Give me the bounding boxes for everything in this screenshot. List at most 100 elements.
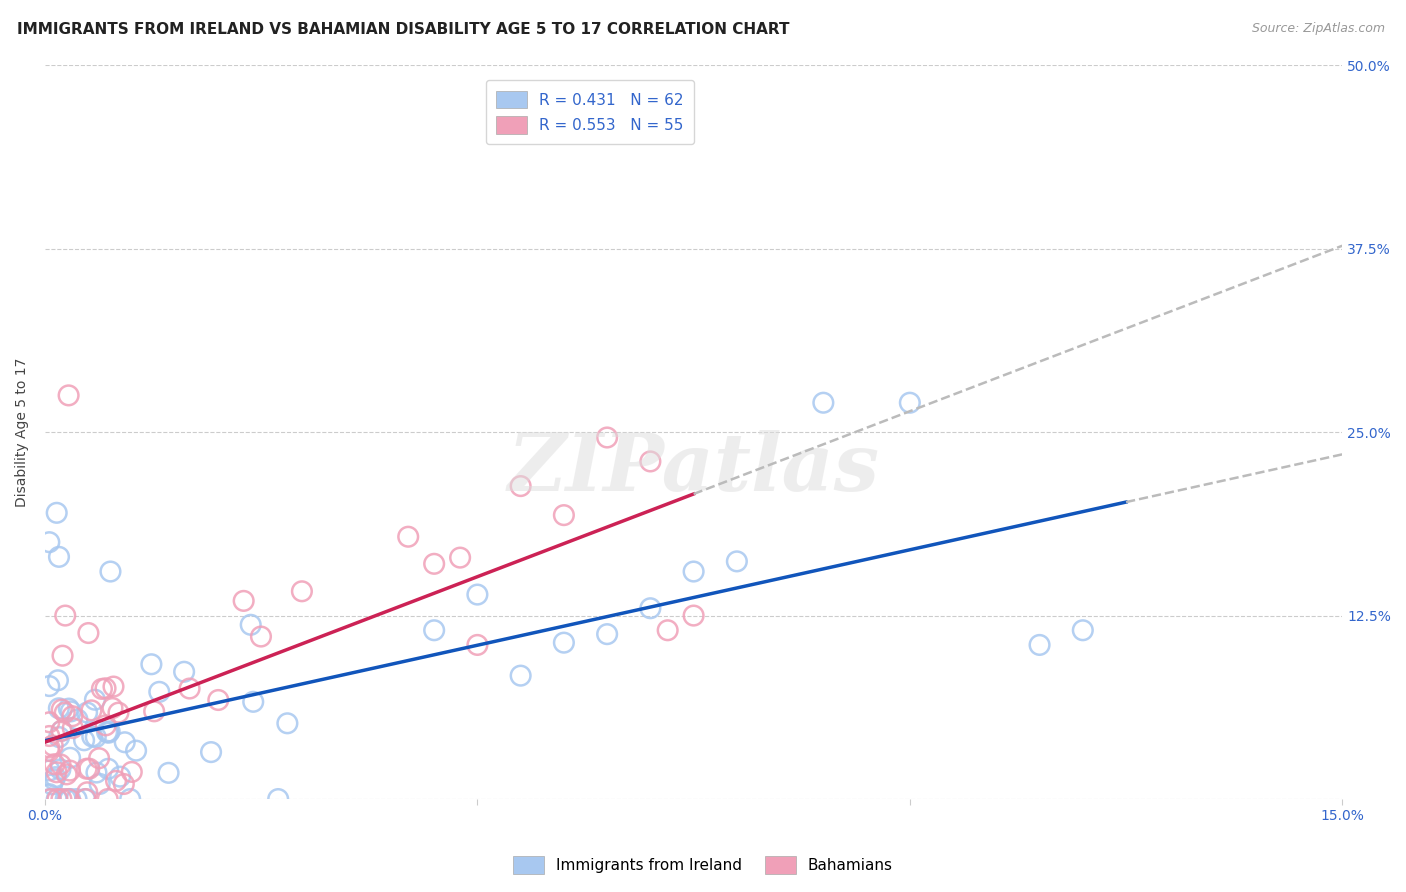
Point bbox=[232, 594, 254, 608]
Point bbox=[725, 554, 748, 568]
Point bbox=[89, 777, 111, 791]
Point bbox=[77, 762, 100, 776]
Point bbox=[76, 706, 98, 720]
Point bbox=[59, 792, 82, 806]
Point bbox=[682, 608, 704, 623]
Point bbox=[657, 624, 679, 638]
Point bbox=[449, 550, 471, 565]
Point bbox=[58, 792, 80, 806]
Point bbox=[51, 702, 73, 716]
Point bbox=[509, 479, 531, 493]
Point bbox=[41, 777, 63, 791]
Point bbox=[46, 792, 69, 806]
Point bbox=[596, 430, 619, 444]
Point bbox=[267, 792, 290, 806]
Point bbox=[125, 744, 148, 758]
Point bbox=[65, 792, 87, 806]
Point bbox=[141, 657, 163, 672]
Point bbox=[596, 627, 619, 641]
Point bbox=[39, 792, 62, 806]
Point bbox=[51, 792, 73, 806]
Point bbox=[143, 704, 166, 718]
Point bbox=[38, 764, 60, 778]
Point bbox=[813, 395, 835, 409]
Point bbox=[509, 668, 531, 682]
Point bbox=[60, 709, 83, 723]
Point bbox=[59, 764, 82, 778]
Point bbox=[51, 648, 73, 663]
Point bbox=[38, 715, 60, 730]
Text: Source: ZipAtlas.com: Source: ZipAtlas.com bbox=[1251, 22, 1385, 36]
Point bbox=[682, 565, 704, 579]
Y-axis label: Disability Age 5 to 17: Disability Age 5 to 17 bbox=[15, 358, 30, 507]
Point bbox=[157, 765, 180, 780]
Point bbox=[423, 624, 446, 638]
Point bbox=[58, 388, 80, 402]
Point bbox=[553, 635, 575, 649]
Point bbox=[276, 716, 298, 731]
Point bbox=[76, 762, 98, 776]
Point bbox=[41, 739, 63, 753]
Point bbox=[94, 718, 117, 732]
Point bbox=[103, 680, 125, 694]
Point bbox=[173, 665, 195, 679]
Point bbox=[87, 751, 110, 765]
Point bbox=[38, 792, 60, 806]
Point bbox=[86, 765, 108, 780]
Point bbox=[80, 703, 103, 717]
Point bbox=[51, 723, 73, 738]
Point bbox=[75, 792, 97, 806]
Point bbox=[396, 530, 419, 544]
Point bbox=[121, 764, 143, 779]
Point bbox=[38, 787, 60, 801]
Point bbox=[48, 549, 70, 564]
Point bbox=[640, 601, 662, 615]
Point bbox=[73, 733, 96, 747]
Point bbox=[55, 792, 77, 806]
Point bbox=[59, 705, 82, 719]
Point bbox=[94, 681, 117, 696]
Point bbox=[200, 745, 222, 759]
Point bbox=[423, 557, 446, 571]
Point bbox=[84, 692, 107, 706]
Point bbox=[96, 725, 118, 739]
Point bbox=[553, 508, 575, 522]
Point bbox=[38, 729, 60, 743]
Point bbox=[467, 588, 489, 602]
Point bbox=[105, 773, 128, 788]
Point bbox=[45, 765, 67, 780]
Point bbox=[114, 735, 136, 749]
Point bbox=[45, 792, 67, 806]
Point bbox=[84, 730, 107, 744]
Point bbox=[898, 395, 921, 409]
Point bbox=[44, 757, 66, 772]
Point bbox=[66, 713, 89, 727]
Point bbox=[51, 723, 73, 738]
Point bbox=[44, 770, 66, 784]
Point bbox=[53, 608, 76, 623]
Point bbox=[112, 777, 135, 791]
Point bbox=[49, 763, 72, 777]
Point bbox=[38, 740, 60, 755]
Point bbox=[49, 757, 72, 772]
Point bbox=[207, 693, 229, 707]
Point bbox=[97, 725, 120, 739]
Point bbox=[77, 626, 100, 640]
Point bbox=[53, 706, 76, 720]
Point bbox=[55, 767, 77, 781]
Legend: Immigrants from Ireland, Bahamians: Immigrants from Ireland, Bahamians bbox=[508, 850, 898, 880]
Point bbox=[100, 565, 122, 579]
Text: IMMIGRANTS FROM IRELAND VS BAHAMIAN DISABILITY AGE 5 TO 17 CORRELATION CHART: IMMIGRANTS FROM IRELAND VS BAHAMIAN DISA… bbox=[17, 22, 789, 37]
Point bbox=[38, 679, 60, 693]
Point bbox=[107, 706, 129, 720]
Point bbox=[42, 772, 65, 787]
Point bbox=[62, 721, 84, 735]
Point bbox=[48, 730, 70, 744]
Point bbox=[98, 724, 121, 739]
Point bbox=[179, 681, 201, 696]
Point bbox=[120, 792, 142, 806]
Point bbox=[97, 762, 120, 776]
Point bbox=[76, 785, 98, 799]
Point bbox=[1028, 638, 1050, 652]
Point bbox=[239, 617, 262, 632]
